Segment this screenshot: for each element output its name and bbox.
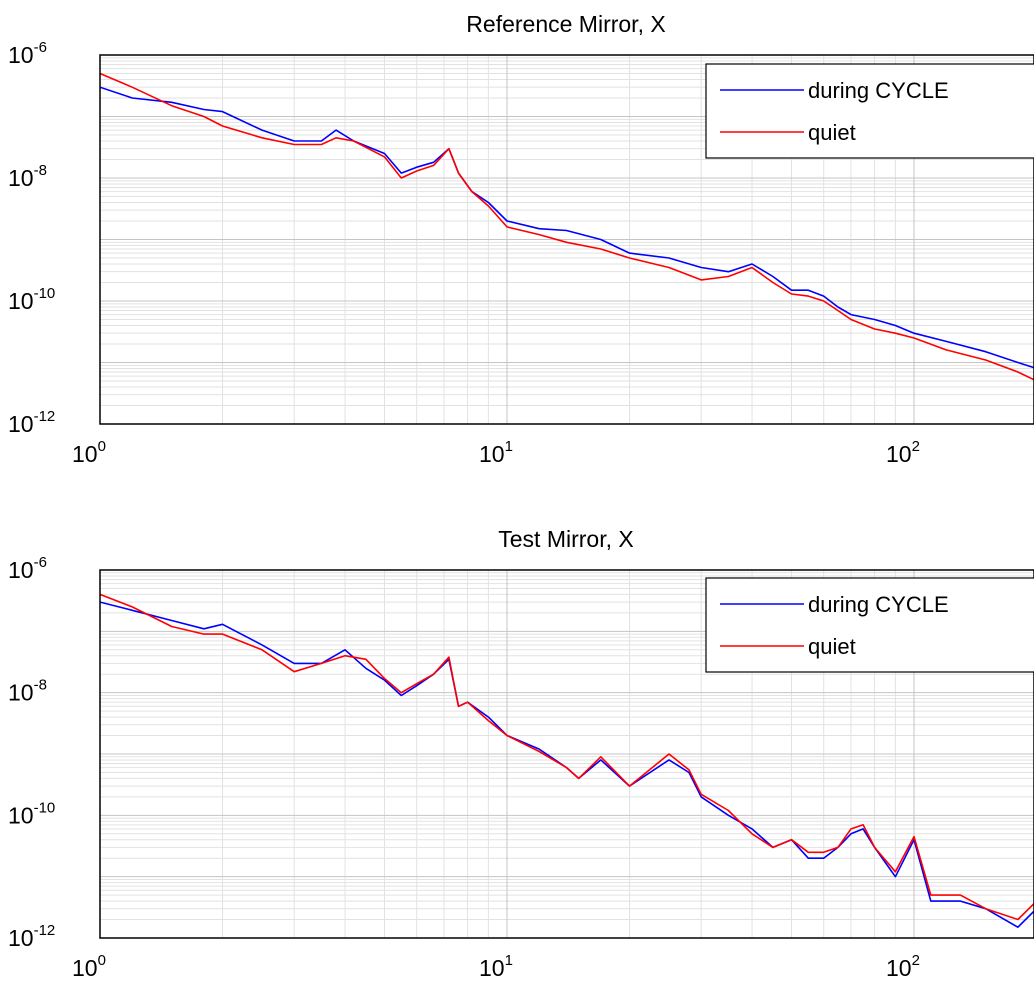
y-tick-label: 10-12 — [8, 408, 55, 437]
x-tick-label: 100 — [72, 952, 106, 981]
legend-label: during CYCLE — [808, 78, 949, 103]
y-tick-label: 10-6 — [8, 554, 47, 583]
axes-frame — [99, 54, 1034, 425]
x-tick-label: 101 — [479, 438, 513, 467]
legend-label: quiet — [808, 634, 856, 659]
legend: during CYCLE quiet — [705, 577, 1034, 673]
y-tick-label: 10-10 — [8, 285, 55, 314]
legend-box — [705, 577, 1034, 673]
series-line-quiet — [100, 593, 1034, 921]
chart-panel-1: Reference Mirror, X 10-6 10-8 10-10 10-12 100… — [8, 11, 1034, 467]
legend: during CYCLE quiet — [705, 63, 1034, 159]
y-tick-label: 10-10 — [8, 799, 55, 828]
x-tick-label: 100 — [72, 438, 106, 467]
series-line-during-cycle — [100, 86, 1034, 369]
series-line-quiet — [100, 72, 1034, 381]
x-tick-label: 102 — [886, 438, 920, 467]
x-tick-label: 101 — [479, 952, 513, 981]
axes-frame — [99, 569, 1034, 939]
legend-box — [705, 63, 1034, 159]
y-tick-label: 10-8 — [8, 162, 47, 191]
y-tick-label: 10-6 — [8, 39, 47, 68]
legend-label: quiet — [808, 120, 856, 145]
chart-title: Reference Mirror, X — [466, 11, 665, 37]
x-tick-label: 102 — [886, 952, 920, 981]
chart-title: Test Mirror, X — [498, 526, 633, 552]
y-tick-label: 10-8 — [8, 677, 47, 706]
y-tick-label: 10-12 — [8, 922, 55, 951]
legend-label: during CYCLE — [808, 592, 949, 617]
chart-panel-2: Test Mirror, X 10-6 10-8 10-10 10-12 100 101 10… — [8, 526, 1034, 981]
